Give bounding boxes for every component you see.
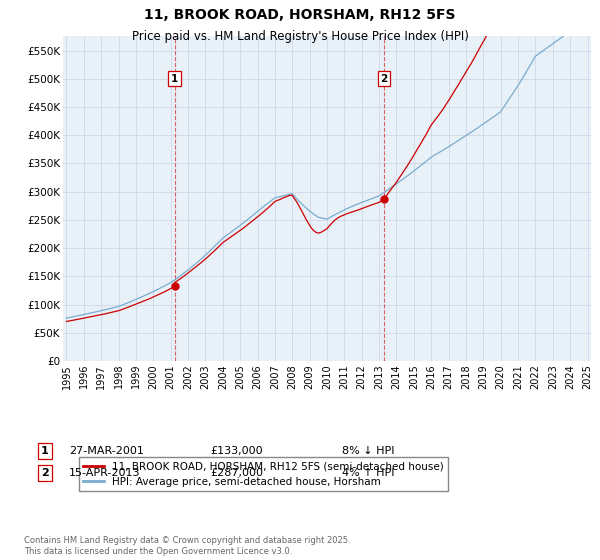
- Text: 4% ↑ HPI: 4% ↑ HPI: [342, 468, 395, 478]
- Text: 15-APR-2013: 15-APR-2013: [69, 468, 140, 478]
- Text: Contains HM Land Registry data © Crown copyright and database right 2025.
This d: Contains HM Land Registry data © Crown c…: [24, 536, 350, 556]
- Title: 11, BROOK ROAD, HORSHAM, RH12 5FS
Price paid vs. HM Land Registry's House Price : 11, BROOK ROAD, HORSHAM, RH12 5FS Price …: [0, 559, 1, 560]
- Text: 2: 2: [380, 74, 388, 84]
- Text: 1: 1: [41, 446, 49, 456]
- Text: Price paid vs. HM Land Registry's House Price Index (HPI): Price paid vs. HM Land Registry's House …: [131, 30, 469, 43]
- Text: 8% ↓ HPI: 8% ↓ HPI: [342, 446, 395, 456]
- Text: 11, BROOK ROAD, HORSHAM, RH12 5FS: 11, BROOK ROAD, HORSHAM, RH12 5FS: [144, 8, 456, 22]
- Text: £133,000: £133,000: [210, 446, 263, 456]
- Text: £287,000: £287,000: [210, 468, 263, 478]
- Legend: 11, BROOK ROAD, HORSHAM, RH12 5FS (semi-detached house), HPI: Average price, sem: 11, BROOK ROAD, HORSHAM, RH12 5FS (semi-…: [79, 458, 448, 491]
- Text: 1: 1: [171, 74, 178, 84]
- Text: 27-MAR-2001: 27-MAR-2001: [69, 446, 144, 456]
- Text: 2: 2: [41, 468, 49, 478]
